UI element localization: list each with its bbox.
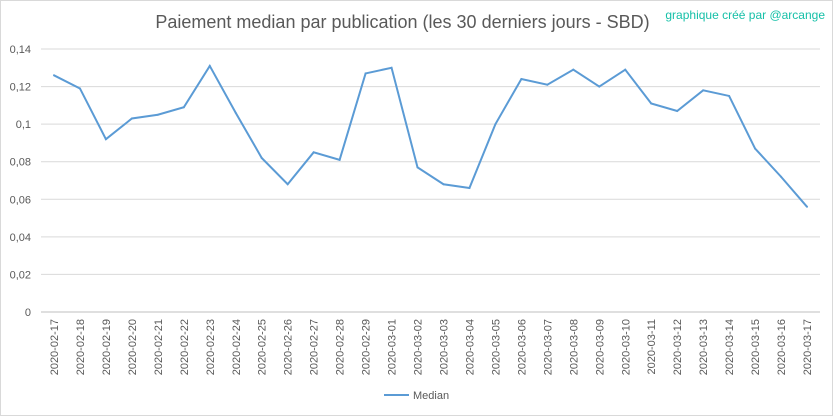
x-tick-label: 2020-03-17 bbox=[802, 319, 814, 375]
data-point bbox=[338, 158, 341, 161]
data-point bbox=[676, 109, 679, 112]
data-point bbox=[572, 68, 575, 71]
x-tick-label: 2020-03-15 bbox=[750, 319, 762, 375]
data-point bbox=[780, 175, 783, 178]
data-point bbox=[78, 87, 81, 90]
legend-label-median: Median bbox=[413, 390, 449, 402]
data-point bbox=[702, 89, 705, 92]
y-tick-label: 0,04 bbox=[10, 232, 31, 244]
data-point bbox=[468, 187, 471, 190]
chart-title: Paiement median par publication (les 30 … bbox=[155, 12, 650, 32]
y-tick-label: 0,06 bbox=[10, 194, 31, 206]
data-point bbox=[650, 102, 653, 105]
x-tick-label: 2020-03-07 bbox=[542, 319, 554, 375]
x-tick-label: 2020-03-03 bbox=[438, 319, 450, 375]
data-point bbox=[234, 111, 237, 114]
legend: Median bbox=[384, 390, 449, 402]
data-point bbox=[416, 166, 419, 169]
data-point bbox=[546, 83, 549, 86]
x-tick-label: 2020-02-24 bbox=[231, 319, 243, 375]
x-tick-label: 2020-03-09 bbox=[594, 319, 606, 375]
data-point bbox=[442, 183, 445, 186]
x-tick-label: 2020-02-19 bbox=[101, 319, 113, 375]
x-tick-label: 2020-03-08 bbox=[568, 319, 580, 375]
data-point bbox=[182, 106, 185, 109]
data-point bbox=[130, 117, 133, 120]
x-tick-label: 2020-02-18 bbox=[75, 319, 87, 375]
x-tick-label: 2020-03-05 bbox=[490, 319, 502, 375]
data-point bbox=[312, 151, 315, 154]
x-tick-label: 2020-02-21 bbox=[153, 319, 165, 375]
x-tick-label: 2020-02-23 bbox=[205, 319, 217, 375]
x-tick-label: 2020-03-16 bbox=[776, 319, 788, 375]
series-line-median bbox=[53, 63, 808, 208]
x-tick-label: 2020-02-22 bbox=[179, 319, 191, 375]
data-point bbox=[494, 123, 497, 126]
x-tick-label: 2020-03-01 bbox=[387, 319, 399, 375]
data-point bbox=[806, 205, 809, 208]
data-point bbox=[598, 85, 601, 88]
x-tick-label: 2020-02-20 bbox=[127, 319, 139, 375]
y-tick-label: 0,1 bbox=[16, 119, 31, 131]
data-point bbox=[286, 183, 289, 186]
data-point bbox=[208, 64, 211, 67]
x-tick-label: 2020-03-10 bbox=[620, 319, 632, 375]
data-point bbox=[754, 147, 757, 150]
x-tick-label: 2020-02-26 bbox=[283, 319, 295, 375]
x-tick-label: 2020-03-12 bbox=[672, 319, 684, 375]
data-point bbox=[390, 66, 393, 69]
x-tick-label: 2020-03-11 bbox=[646, 319, 658, 374]
chart-credit: graphique créé par @arcange bbox=[665, 8, 825, 22]
series-points bbox=[52, 64, 809, 208]
data-point bbox=[728, 94, 731, 97]
data-point bbox=[260, 156, 263, 159]
y-tick-label: 0 bbox=[25, 307, 31, 319]
x-tick-label: 2020-02-17 bbox=[49, 319, 61, 375]
data-point bbox=[104, 138, 107, 141]
x-tick-label: 2020-03-13 bbox=[698, 319, 710, 375]
x-tick-label: 2020-02-28 bbox=[335, 319, 347, 375]
y-tick-label: 0,12 bbox=[10, 82, 31, 94]
y-tick-label: 0,14 bbox=[10, 44, 31, 56]
data-point bbox=[364, 72, 367, 75]
y-tick-label: 0,02 bbox=[10, 269, 31, 281]
x-tick-label: 2020-02-27 bbox=[309, 319, 321, 375]
x-tick-label: 2020-03-06 bbox=[516, 319, 528, 375]
x-tick-label: 2020-02-29 bbox=[361, 319, 373, 375]
data-point bbox=[624, 68, 627, 71]
x-tick-label: 2020-02-25 bbox=[257, 319, 269, 375]
x-tick-label: 2020-03-04 bbox=[464, 319, 476, 375]
data-point bbox=[520, 78, 523, 81]
x-tick-label: 2020-03-02 bbox=[413, 319, 425, 375]
x-axis-ticks: 2020-02-17 2020-02-18 2020-02-19 2020-02-20… bbox=[49, 319, 814, 375]
y-axis-ticks: 0 0,02 0,04 0,06 0,08 0,1 0,12 0,14 bbox=[10, 44, 31, 319]
y-tick-label: 0,08 bbox=[10, 157, 31, 169]
x-tick-label: 2020-03-14 bbox=[724, 319, 736, 375]
gridlines bbox=[41, 48, 820, 275]
data-point bbox=[156, 113, 159, 116]
data-point bbox=[52, 74, 55, 77]
